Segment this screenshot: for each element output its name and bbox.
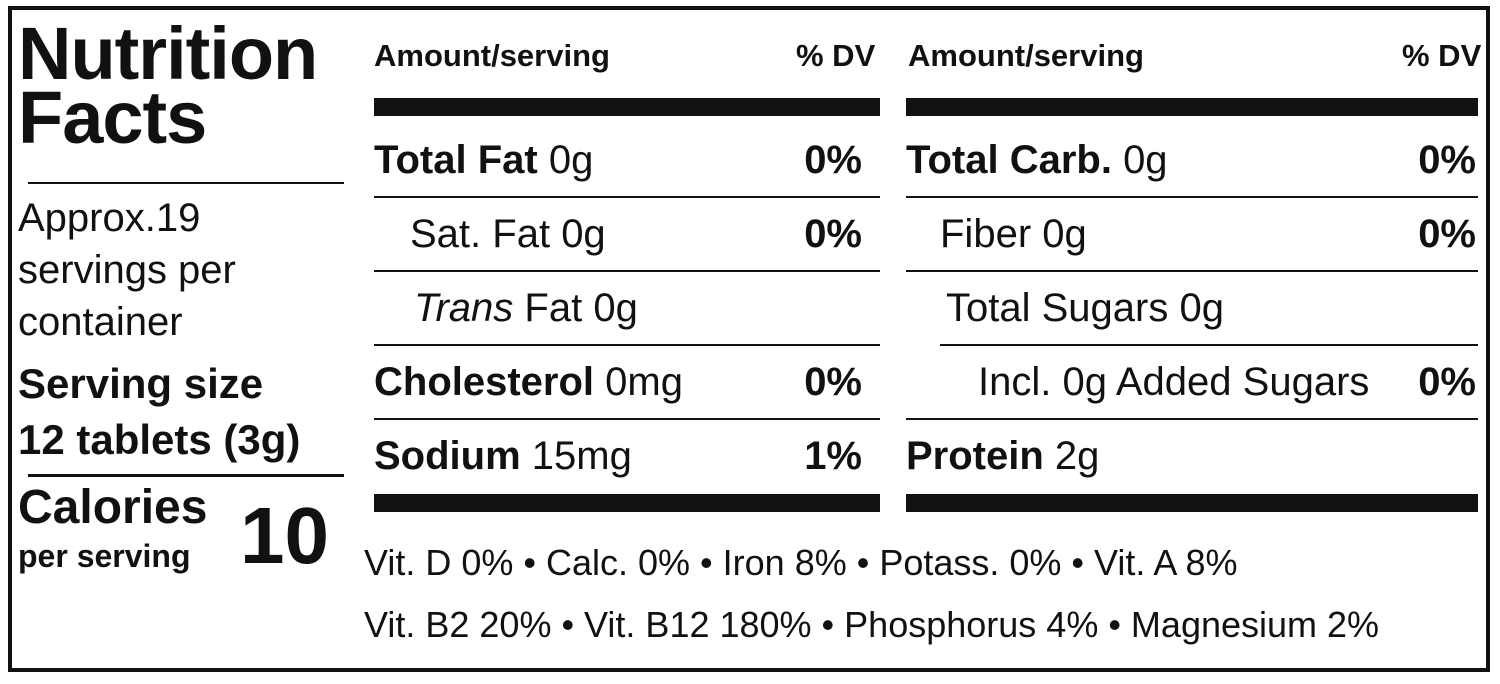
nutrient-name: Sodium <box>374 434 521 478</box>
row-divider <box>906 418 1478 420</box>
nutrient-name: Protein <box>906 434 1044 478</box>
vitamins-line-2: Vit. B2 20% • Vit. B12 180% • Phosphorus… <box>364 604 1380 645</box>
right-thick-rule-top <box>906 98 1478 116</box>
row-divider <box>374 196 880 198</box>
calories-sublabel: per serving <box>18 538 191 574</box>
nutrient-name: Total Sugars <box>946 286 1169 330</box>
nutrition-label <box>8 6 1490 672</box>
label-title: Nutrition Facts <box>18 17 348 155</box>
calories-value: 10 <box>240 491 329 580</box>
nutrient-amount: 2g <box>1054 434 1100 478</box>
serving-size: Serving size 12 tablets (3g) <box>18 356 348 468</box>
dv-total-fat: 0% <box>804 138 862 182</box>
right-thick-rule-bottom <box>906 494 1478 512</box>
left-header-amount: Amount/serving <box>374 38 610 73</box>
nutrient-row-sat-fat: Sat. Fat 0g <box>410 208 606 260</box>
nutrient-row-total-fat: Total Fat 0g <box>374 134 593 186</box>
serving-size-label: Serving size <box>18 360 264 407</box>
dv-sodium: 1% <box>804 434 862 478</box>
nutrient-row-total-carb: Total Carb. 0g <box>906 134 1168 186</box>
nutrient-amount: 0g <box>548 138 594 182</box>
left-thick-rule-top <box>374 98 880 116</box>
nutrient-row-added-sugars: Incl. 0g Added Sugars <box>978 356 1369 408</box>
nutrient-name: Sat. Fat <box>410 212 551 256</box>
nutrient-amount: 0g <box>561 212 606 256</box>
nutrient-row-trans-fat: Trans Fat 0g <box>414 282 638 334</box>
row-divider <box>374 270 880 272</box>
servings-per-container: Approx.19 servings per container <box>18 196 236 344</box>
nutrient-amount: 0g <box>593 286 638 330</box>
dv-cholesterol: 0% <box>804 360 862 404</box>
nutrient-name: Total Carb. <box>906 138 1112 182</box>
dv-total-carb: 0% <box>1418 138 1476 182</box>
nutrient-name: Cholesterol <box>374 360 595 404</box>
vitamins-line-1: Vit. D 0% • Calc. 0% • Iron 8% • Potass.… <box>364 542 1238 583</box>
nutrient-row-protein: Protein 2g <box>906 430 1099 482</box>
dv-added-sugars: 0% <box>1418 360 1476 404</box>
nutrient-row-sodium: Sodium 15mg <box>374 430 632 482</box>
nutrient-name: Trans <box>414 286 514 330</box>
nutrient-amount: 0g <box>1179 286 1224 330</box>
nutrient-row-fiber: Fiber 0g <box>940 208 1087 260</box>
dv-sat-fat: 0% <box>804 212 862 256</box>
nutrient-amount: 0g <box>1123 138 1168 182</box>
title-text: Nutrition Facts <box>18 12 318 159</box>
right-header-dv: % DV <box>1402 38 1482 73</box>
right-header-amount: Amount/serving <box>908 38 1144 73</box>
title-divider <box>28 182 344 184</box>
serving-divider <box>28 474 344 477</box>
nutrient-name: Total Fat <box>374 138 538 182</box>
left-thick-rule-bottom <box>374 494 880 512</box>
calories-label: Calories <box>18 481 208 534</box>
nutrient-name: Fiber <box>940 212 1032 256</box>
row-divider <box>906 196 1478 198</box>
nutrient-row-total-sugars: Total Sugars 0g <box>946 282 1224 334</box>
left-header-dv: % DV <box>796 38 876 73</box>
nutrient-amount: 0g <box>1042 212 1087 256</box>
nutrient-row-cholesterol: Cholesterol 0mg <box>374 356 683 408</box>
row-divider <box>906 270 1478 272</box>
dv-fiber: 0% <box>1418 212 1476 256</box>
nutrient-amount: 15mg <box>531 434 632 478</box>
row-divider <box>374 418 880 420</box>
row-divider <box>374 344 880 346</box>
row-divider <box>940 344 1478 346</box>
nutrient-name-suffix: Fat <box>524 286 583 330</box>
serving-size-value: 12 tablets (3g) <box>18 416 301 463</box>
nutrient-amount: 0mg <box>605 360 683 404</box>
nutrient-name: Incl. 0g Added Sugars <box>978 360 1370 404</box>
